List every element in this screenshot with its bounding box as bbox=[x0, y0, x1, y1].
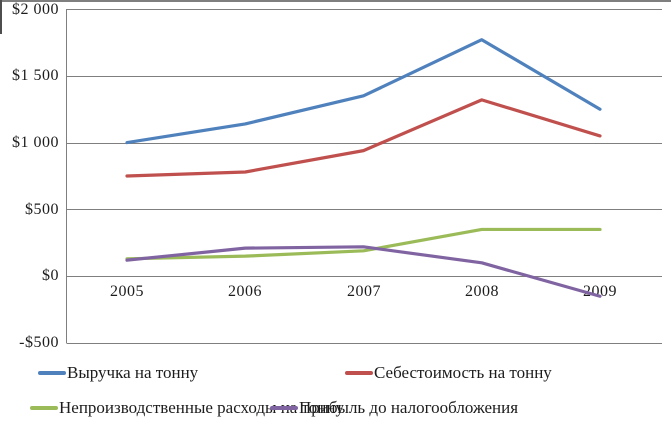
legend-label: Выручка на тонну bbox=[67, 363, 199, 382]
legend-swatch-nonprod-expenses-icon bbox=[30, 406, 58, 410]
chart-left-border-stub bbox=[0, 0, 2, 34]
legend-item-pretax-profit: Прибыль до налогообложения bbox=[270, 398, 518, 418]
legend-label: Непроизводственные расходы на тонну bbox=[59, 398, 345, 417]
legend-item-nonprod-expenses: Непроизводственные расходы на тонну bbox=[30, 398, 344, 418]
x-axis-tick-label: 2006 bbox=[228, 283, 262, 300]
y-axis-tick-label: -$500 bbox=[19, 334, 59, 351]
series-line-2 bbox=[125, 227, 602, 261]
legend-swatch-pretax-profit-icon bbox=[270, 406, 298, 410]
x-axis-tick-label: 2008 bbox=[465, 283, 499, 300]
y-axis-tick-label: $500 bbox=[25, 201, 59, 218]
chart-top-border bbox=[0, 0, 671, 2]
series-line-1 bbox=[125, 98, 602, 178]
x-axis-tick-label: 2005 bbox=[110, 283, 144, 300]
legend-label: Себестоимость на тонну bbox=[374, 363, 552, 382]
legend-item-cost: Себестоимость на тонну bbox=[345, 363, 552, 383]
legend-swatch-cost-icon bbox=[345, 371, 373, 375]
legend-swatch-revenue-icon bbox=[38, 371, 66, 375]
y-axis-tick-label: $1 000 bbox=[12, 134, 59, 151]
y-axis-tick-label: $2 000 bbox=[12, 1, 59, 18]
series-line-0 bbox=[125, 38, 602, 145]
y-axis-tick-label: $1 500 bbox=[12, 67, 59, 84]
x-axis-tick-label: 2007 bbox=[347, 283, 381, 300]
legend-item-revenue: Выручка на тонну bbox=[38, 363, 198, 383]
legend-label: Прибыль до налогообложения bbox=[299, 398, 519, 417]
y-axis-tick-label: $0 bbox=[42, 267, 59, 284]
x-axis-tick-label: 2009 bbox=[583, 283, 617, 300]
